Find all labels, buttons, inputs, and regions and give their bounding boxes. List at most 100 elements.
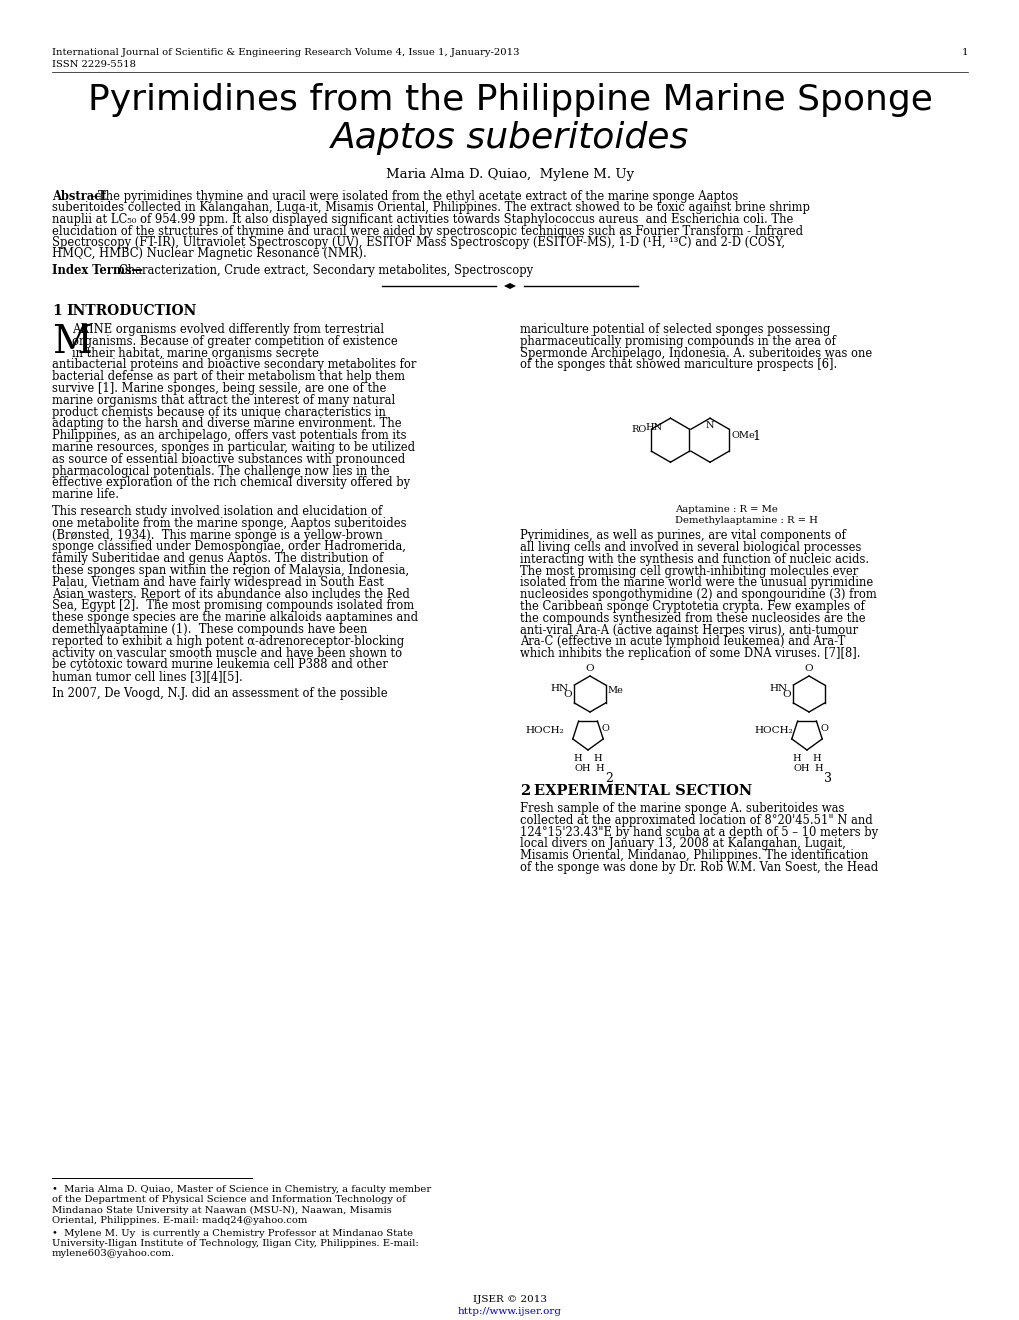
- Text: M: M: [52, 323, 92, 360]
- Text: H: H: [792, 754, 801, 763]
- Text: HN: HN: [550, 685, 569, 693]
- Text: (Brønsted, 1934).  This marine sponge is a yellow-brown: (Brønsted, 1934). This marine sponge is …: [52, 528, 382, 541]
- Text: Mindanao State University at Naawan (MSU-N), Naawan, Misamis: Mindanao State University at Naawan (MSU…: [52, 1205, 391, 1214]
- Text: survive [1]. Marine sponges, being sessile, are one of the: survive [1]. Marine sponges, being sessi…: [52, 381, 386, 395]
- Text: the Caribbean sponge Cryptotetia crypta. Few examples of: the Caribbean sponge Cryptotetia crypta.…: [520, 601, 864, 612]
- Text: be cytotoxic toward murine leukemia cell P388 and other: be cytotoxic toward murine leukemia cell…: [52, 659, 387, 672]
- Text: marine life.: marine life.: [52, 488, 119, 502]
- Text: University-Iligan Institute of Technology, Iligan City, Philippines. E-mail:: University-Iligan Institute of Technolog…: [52, 1239, 419, 1247]
- Text: O: O: [564, 690, 572, 700]
- Text: O: O: [782, 690, 791, 700]
- Text: Sea, Egypt [2].  The most promising compounds isolated from: Sea, Egypt [2]. The most promising compo…: [52, 599, 414, 612]
- Text: nucleosides spongothymidine (2) and spongouridine (3) from: nucleosides spongothymidine (2) and spon…: [520, 589, 876, 601]
- Text: HN: HN: [645, 424, 661, 432]
- Text: This research study involved isolation and elucidation of: This research study involved isolation a…: [52, 506, 382, 517]
- Text: HOCH₂: HOCH₂: [525, 726, 564, 735]
- Text: Philippines, as an archipelago, offers vast potentials from its: Philippines, as an archipelago, offers v…: [52, 429, 407, 442]
- Text: H: H: [813, 764, 821, 774]
- Text: Ara-C (effective in acute lymphoid leukemea) and Ara-T: Ara-C (effective in acute lymphoid leuke…: [520, 635, 845, 648]
- Text: organisms. Because of greater competition of existence: organisms. Because of greater competitio…: [72, 335, 397, 347]
- Text: of the sponges that showed mariculture prospects [6].: of the sponges that showed mariculture p…: [520, 359, 837, 371]
- Text: marine organisms that attract the interest of many natural: marine organisms that attract the intere…: [52, 393, 395, 407]
- Text: Abstract: Abstract: [52, 190, 106, 203]
- Text: O: O: [585, 664, 594, 673]
- Text: Me: Me: [607, 686, 623, 696]
- Text: Pyrimidines, as well as purines, are vital components of: Pyrimidines, as well as purines, are vit…: [520, 529, 845, 543]
- Text: O: O: [601, 725, 609, 734]
- Text: sponge classified under Demospongiae, order Hadromerida,: sponge classified under Demospongiae, or…: [52, 540, 406, 553]
- Text: local divers on January 13, 2008 at Kalangahan, Lugait,: local divers on January 13, 2008 at Kala…: [520, 837, 845, 850]
- Text: demethlyaaptamine (1).  These compounds have been: demethlyaaptamine (1). These compounds h…: [52, 623, 367, 636]
- Text: anti-viral Ara-A (active against Herpes virus), anti-tumour: anti-viral Ara-A (active against Herpes …: [520, 623, 857, 636]
- Text: adapting to the harsh and diverse marine environment. The: adapting to the harsh and diverse marine…: [52, 417, 401, 430]
- Text: •  Mylene M. Uy  is currently a Chemistry Professor at Mindanao State: • Mylene M. Uy is currently a Chemistry …: [52, 1229, 413, 1238]
- Text: Asian wasters. Report of its abundance also includes the Red: Asian wasters. Report of its abundance a…: [52, 587, 410, 601]
- Text: Palau, Vietnam and have fairly widespread in South East: Palau, Vietnam and have fairly widesprea…: [52, 576, 383, 589]
- Text: these sponge species are the marine alkaloids aaptamines and: these sponge species are the marine alka…: [52, 611, 418, 624]
- Text: interacting with the synthesis and function of nucleic acids.: interacting with the synthesis and funct…: [520, 553, 868, 566]
- Text: The pyrimidines thymine and uracil were isolated from the ethyl acetate extract : The pyrimidines thymine and uracil were …: [98, 190, 738, 203]
- Text: nauplii at LC₅₀ of 954.99 ppm. It also displayed significant activities towards : nauplii at LC₅₀ of 954.99 ppm. It also d…: [52, 213, 793, 226]
- Text: Spectroscopy (FT-IR), Ultraviolet Spectroscopy (UV), ESITOF Mass Spectroscopy (E: Spectroscopy (FT-IR), Ultraviolet Spectr…: [52, 236, 785, 249]
- Text: collected at the approximated location of 8°20'45.51" N and: collected at the approximated location o…: [520, 814, 872, 826]
- Text: pharmacological potentials. The challenge now lies in the: pharmacological potentials. The challeng…: [52, 465, 389, 478]
- Text: isolated from the marine world were the unusual pyrimidine: isolated from the marine world were the …: [520, 577, 872, 590]
- Text: EXPERIMENTAL SECTION: EXPERIMENTAL SECTION: [534, 784, 752, 799]
- Text: Fresh sample of the marine sponge A. suberitoides was: Fresh sample of the marine sponge A. sub…: [520, 803, 844, 814]
- Text: 3: 3: [823, 772, 832, 785]
- Text: Misamis Oriental, Mindanao, Philippines. The identification: Misamis Oriental, Mindanao, Philippines.…: [520, 849, 867, 862]
- Text: of the Department of Physical Science and Information Technology of: of the Department of Physical Science an…: [52, 1195, 406, 1204]
- Text: these sponges span within the region of Malaysia, Indonesia,: these sponges span within the region of …: [52, 564, 409, 577]
- Text: H: H: [812, 754, 820, 763]
- Text: 1: 1: [52, 304, 62, 318]
- Text: Pyrimidines from the Philippine Marine Sponge: Pyrimidines from the Philippine Marine S…: [88, 83, 931, 117]
- Text: family Suberitidae and genus Aaptos. The distribution of: family Suberitidae and genus Aaptos. The…: [52, 552, 383, 565]
- Text: ISSN 2229-5518: ISSN 2229-5518: [52, 59, 136, 69]
- Text: reported to exhibit a high potent α-adrenoreceptor-blocking: reported to exhibit a high potent α-adre…: [52, 635, 404, 648]
- Text: of the sponge was done by Dr. Rob W.M. Van Soest, the Head: of the sponge was done by Dr. Rob W.M. V…: [520, 861, 877, 874]
- Text: OH: OH: [793, 764, 810, 774]
- Text: in their habitat, marine organisms secrete: in their habitat, marine organisms secre…: [72, 347, 319, 359]
- Text: Characterization, Crude extract, Secondary metabolites, Spectroscopy: Characterization, Crude extract, Seconda…: [119, 264, 533, 277]
- Text: Maria Alma D. Quiao,  Mylene M. Uy: Maria Alma D. Quiao, Mylene M. Uy: [385, 168, 634, 181]
- Text: 2: 2: [520, 784, 530, 799]
- Text: antibacterial proteins and bioactive secondary metabolites for: antibacterial proteins and bioactive sec…: [52, 359, 416, 371]
- Text: HMQC, HMBC) Nuclear Magnetic Resonance (NMR).: HMQC, HMBC) Nuclear Magnetic Resonance (…: [52, 248, 367, 260]
- Text: one metabolite from the marine sponge, Aaptos suberitoides: one metabolite from the marine sponge, A…: [52, 517, 407, 529]
- Text: IJSER © 2013: IJSER © 2013: [473, 1295, 546, 1304]
- Text: 2: 2: [604, 772, 612, 785]
- Text: OMe: OMe: [731, 432, 754, 440]
- Text: —: —: [90, 190, 102, 203]
- Text: Aaptamine : R = Me: Aaptamine : R = Me: [675, 506, 777, 515]
- Text: Aaptos suberitoides: Aaptos suberitoides: [330, 121, 689, 154]
- Text: ARINE organisms evolved differently from terrestrial: ARINE organisms evolved differently from…: [72, 323, 384, 337]
- Text: 1: 1: [751, 430, 759, 444]
- Text: mylene603@yahoo.com.: mylene603@yahoo.com.: [52, 1249, 175, 1258]
- Text: Demethylaaptamine : R = H: Demethylaaptamine : R = H: [675, 516, 817, 525]
- Text: N: N: [705, 421, 713, 430]
- Text: human tumor cell lines [3][4][5].: human tumor cell lines [3][4][5].: [52, 671, 243, 684]
- Text: H: H: [573, 754, 582, 763]
- Text: as source of essential bioactive substances with pronounced: as source of essential bioactive substan…: [52, 453, 405, 466]
- Text: O: O: [820, 725, 828, 734]
- Text: H: H: [593, 754, 602, 763]
- Text: Index Terms—: Index Terms—: [52, 264, 143, 277]
- Text: •  Maria Alma D. Quiao, Master of Science in Chemistry, a faculty member: • Maria Alma D. Quiao, Master of Science…: [52, 1185, 431, 1195]
- Text: In 2007, De Voogd, N.J. did an assessment of the possible: In 2007, De Voogd, N.J. did an assessmen…: [52, 686, 387, 700]
- Text: product chemists because of its unique characteristics in: product chemists because of its unique c…: [52, 405, 385, 418]
- Text: which inhibits the replication of some DNA viruses. [7][8].: which inhibits the replication of some D…: [520, 647, 860, 660]
- Text: elucidation of the structures of thymine and uracil were aided by spectroscopic : elucidation of the structures of thymine…: [52, 224, 802, 238]
- Polygon shape: [503, 282, 516, 289]
- Text: Spermonde Archipelago, Indonesia. A. suberitoides was one: Spermonde Archipelago, Indonesia. A. sub…: [520, 347, 871, 359]
- Text: the compounds synthesized from these nucleosides are the: the compounds synthesized from these nuc…: [520, 611, 865, 624]
- Text: all living cells and involved in several biological processes: all living cells and involved in several…: [520, 541, 860, 554]
- Text: H: H: [594, 764, 603, 774]
- Text: http://www.ijser.org: http://www.ijser.org: [458, 1307, 561, 1316]
- Text: RO: RO: [631, 425, 646, 434]
- Text: mariculture potential of selected sponges possessing: mariculture potential of selected sponge…: [520, 323, 829, 337]
- Text: 124°15'23.43"E by hand scuba at a depth of 5 – 10 meters by: 124°15'23.43"E by hand scuba at a depth …: [520, 825, 877, 838]
- Text: HN: HN: [769, 685, 788, 693]
- Text: HOCH₂: HOCH₂: [753, 726, 792, 735]
- Text: OH: OH: [575, 764, 591, 774]
- Text: INTRODUCTION: INTRODUCTION: [66, 304, 197, 318]
